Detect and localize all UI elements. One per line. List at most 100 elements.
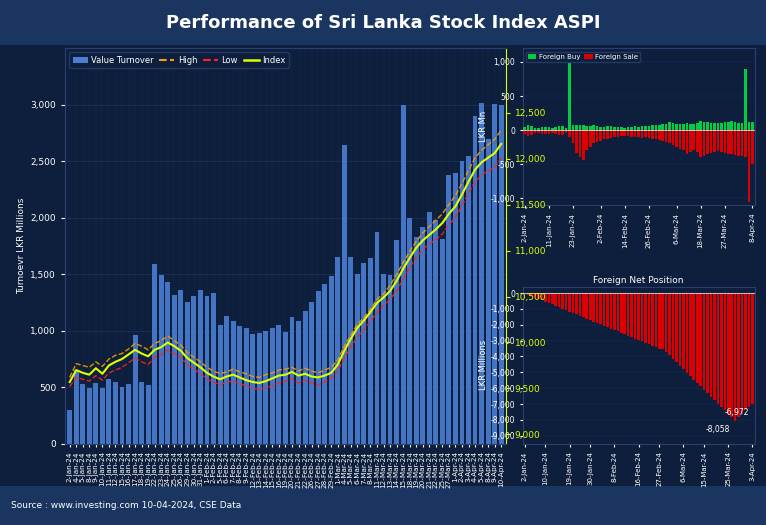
Bar xyxy=(534,128,536,130)
Bar xyxy=(571,130,574,143)
Bar xyxy=(447,175,451,444)
Bar xyxy=(703,122,705,130)
Bar xyxy=(696,123,699,130)
Bar xyxy=(630,127,633,130)
Bar xyxy=(303,311,307,444)
Bar xyxy=(668,122,671,130)
Bar xyxy=(250,334,255,444)
Text: Performance of Sri Lanka Stock Index ASPI: Performance of Sri Lanka Stock Index ASP… xyxy=(165,14,601,32)
Bar xyxy=(647,293,650,344)
Title: Foreign Net Position: Foreign Net Position xyxy=(594,276,684,285)
Bar xyxy=(558,130,561,135)
Bar xyxy=(555,130,557,133)
Bar xyxy=(644,127,647,130)
Bar xyxy=(368,258,373,444)
Bar xyxy=(381,274,386,444)
Bar xyxy=(703,130,705,156)
Bar xyxy=(551,128,554,130)
Bar xyxy=(741,123,743,130)
Bar xyxy=(257,333,262,444)
Bar xyxy=(244,329,249,444)
Bar xyxy=(568,130,571,136)
Bar xyxy=(651,130,653,139)
Bar xyxy=(692,293,695,380)
Bar xyxy=(724,122,726,130)
Bar xyxy=(613,127,616,130)
Bar xyxy=(745,130,747,157)
Bar xyxy=(466,155,471,444)
Bar xyxy=(198,290,203,444)
Bar xyxy=(375,233,379,444)
Bar xyxy=(699,121,702,130)
Bar xyxy=(582,293,584,317)
Bar xyxy=(661,293,664,349)
Bar xyxy=(290,317,294,444)
Bar xyxy=(585,130,588,150)
Bar xyxy=(689,124,692,130)
Bar xyxy=(679,293,681,366)
Bar xyxy=(617,127,619,130)
Bar xyxy=(692,130,695,150)
Bar xyxy=(606,127,609,130)
Bar xyxy=(599,127,602,130)
Bar xyxy=(440,239,445,444)
Bar xyxy=(388,275,392,444)
Bar xyxy=(178,290,183,444)
Bar xyxy=(192,296,196,444)
Bar xyxy=(152,264,157,444)
Bar xyxy=(689,293,692,376)
Bar xyxy=(544,293,547,302)
Bar xyxy=(682,293,685,369)
Bar xyxy=(578,293,581,316)
Bar xyxy=(727,293,729,414)
Bar xyxy=(703,293,705,390)
Bar xyxy=(624,130,626,135)
Bar xyxy=(575,125,578,130)
Bar xyxy=(731,130,733,154)
Bar xyxy=(530,130,533,134)
Bar xyxy=(731,293,733,417)
Bar xyxy=(414,237,419,444)
Bar xyxy=(264,331,268,444)
Bar xyxy=(675,130,678,147)
Bar xyxy=(224,316,229,444)
Bar xyxy=(627,293,630,336)
Bar xyxy=(644,293,647,343)
Bar xyxy=(661,130,664,141)
Bar xyxy=(534,293,536,297)
Y-axis label: LKR Mn: LKR Mn xyxy=(479,111,488,142)
Text: -8,058: -8,058 xyxy=(705,425,730,434)
Bar xyxy=(493,103,497,444)
Bar xyxy=(720,130,722,152)
Bar xyxy=(706,293,709,393)
Bar xyxy=(185,302,190,444)
Bar xyxy=(717,293,719,404)
Bar xyxy=(113,382,118,444)
Bar xyxy=(565,293,568,310)
Bar xyxy=(544,130,547,133)
Bar xyxy=(651,293,653,345)
Bar xyxy=(630,130,633,136)
Bar xyxy=(322,285,327,444)
Bar xyxy=(661,124,664,130)
Bar xyxy=(527,125,529,130)
Bar xyxy=(651,125,653,130)
Bar xyxy=(599,293,602,324)
Bar xyxy=(620,128,623,130)
Bar xyxy=(548,293,550,303)
Bar xyxy=(211,293,216,444)
Bar xyxy=(296,320,301,444)
Bar xyxy=(568,64,571,130)
Bar xyxy=(658,130,660,140)
Bar xyxy=(270,329,275,444)
Bar xyxy=(336,257,340,444)
Bar xyxy=(434,220,438,444)
Bar xyxy=(231,320,236,444)
Bar xyxy=(548,130,550,134)
Bar xyxy=(696,293,699,383)
Bar xyxy=(571,293,574,313)
Bar xyxy=(637,130,640,137)
Bar xyxy=(689,130,692,152)
Bar xyxy=(672,293,674,359)
Bar xyxy=(565,128,568,130)
